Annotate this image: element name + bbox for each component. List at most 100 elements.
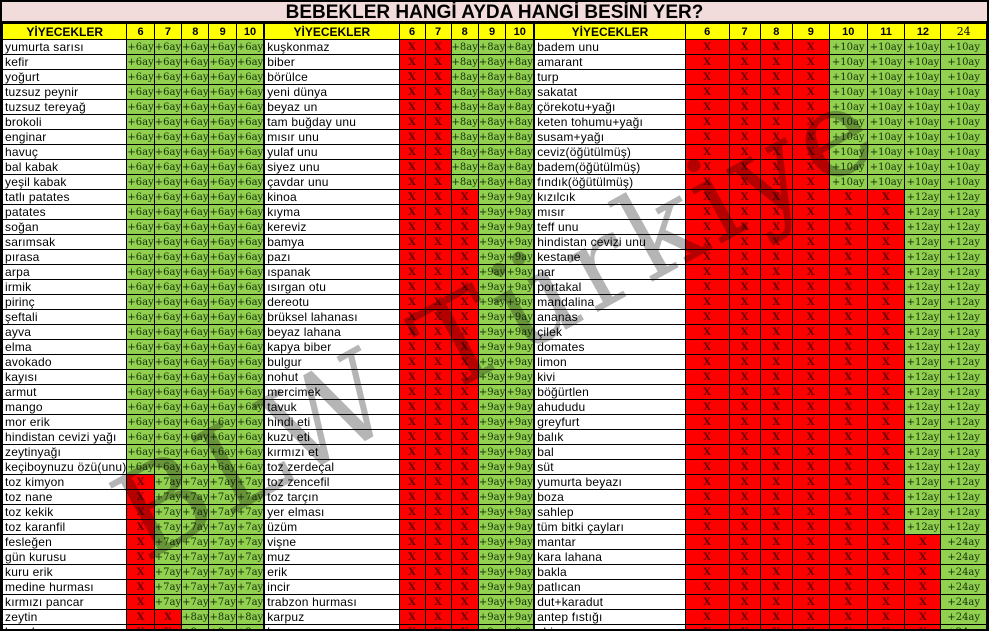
food-name-cell: sarımsak (2, 234, 128, 250)
month-value-cell: +9ay (505, 474, 535, 490)
month-value-cell: +12ay (904, 489, 942, 505)
month-value-cell: X (450, 309, 479, 325)
month-value-cell: +12ay (940, 369, 987, 385)
month-value-cell: X (424, 39, 452, 55)
column-header-month-9: 9 (791, 23, 830, 40)
table-row: arpa +6ay +6ay +6ay +6ay +6ay (2, 264, 265, 280)
month-value-cell: +9ay (505, 204, 535, 220)
month-value-cell: +6ay (153, 249, 183, 265)
month-value-cell: X (728, 414, 761, 430)
month-value-cell: X (728, 459, 761, 475)
month-value-cell: X (866, 534, 906, 550)
month-value-cell: X (759, 384, 793, 400)
month-value-cell: +12ay (940, 519, 987, 535)
month-value-cell: +8ay (450, 129, 479, 145)
month-value-cell: +6ay (208, 144, 237, 160)
month-value-cell: X (684, 264, 730, 280)
month-value-cell: +6ay (235, 414, 265, 430)
food-name-cell: toz karanfil (2, 519, 128, 535)
month-value-cell: +6ay (181, 249, 210, 265)
month-value-cell: +6ay (126, 294, 155, 310)
month-value-cell: +9ay (505, 549, 535, 565)
month-value-cell: +12ay (940, 474, 987, 490)
month-value-cell: +6ay (153, 429, 183, 445)
month-value-cell: X (759, 474, 793, 490)
food-name-cell: nohut (264, 369, 400, 385)
month-value-cell: X (398, 264, 426, 280)
month-value-cell: X (424, 189, 452, 205)
month-value-cell: +9ay (477, 534, 507, 550)
month-value-cell: +12ay (904, 504, 942, 520)
month-value-cell: X (424, 159, 452, 175)
month-value-cell: +6ay (235, 279, 265, 295)
month-value-cell: +9ay (477, 459, 507, 475)
month-value-cell: +6ay (235, 384, 265, 400)
month-value-cell: +7ay (208, 549, 237, 565)
food-name-cell: toz tarçın (264, 489, 400, 505)
month-value-cell: +9ay (477, 219, 507, 235)
month-value-cell: X (728, 39, 761, 55)
month-value-cell: X (791, 324, 830, 340)
month-value-cell: +12ay (904, 324, 942, 340)
food-name-cell: arpa (2, 264, 128, 280)
month-value-cell: X (759, 549, 793, 565)
month-value-cell: X (828, 504, 868, 520)
month-value-cell: X (728, 534, 761, 550)
table-row: kayısı +6ay +6ay +6ay +6ay +6ay (2, 369, 265, 385)
table-row: çavdar unu X X +8ay +8ay +8ay (264, 174, 535, 190)
month-value-cell: +12ay (904, 309, 942, 325)
table-row: kuşkonmaz X X +8ay +8ay +8ay (264, 39, 535, 55)
month-value-cell: X (728, 624, 761, 629)
month-value-cell: +6ay (181, 69, 210, 85)
month-value-cell: X (791, 204, 830, 220)
month-value-cell: X (866, 384, 906, 400)
column-header-month-6: 6 (684, 23, 730, 40)
table-row: havuç +6ay +6ay +6ay +6ay +6ay (2, 144, 265, 160)
month-value-cell: +6ay (181, 129, 210, 145)
month-value-cell: +7ay (153, 489, 183, 505)
month-value-cell: X (904, 579, 942, 595)
table-row: fındık(öğütülmüş) X X X X +10ay +10ay +10ay +10a… (534, 174, 987, 190)
month-value-cell: +6ay (208, 309, 237, 325)
month-value-cell: +8ay (505, 69, 535, 85)
month-value-cell: +10ay (904, 39, 942, 55)
month-value-cell: X (450, 354, 479, 370)
month-value-cell: X (398, 159, 426, 175)
month-value-cell: X (828, 249, 868, 265)
table-row: keten tohumu+yağı X X X X +10ay +10ay +10ay +10a… (534, 114, 987, 130)
food-name-cell: siyez unu (264, 159, 400, 175)
food-name-cell: toz kimyon (2, 474, 128, 490)
month-value-cell: X (759, 624, 793, 629)
table-row: mor erik +6ay +6ay +6ay +6ay +6ay (2, 414, 265, 430)
month-value-cell: X (450, 339, 479, 355)
food-name-cell: sahlep (534, 504, 686, 520)
month-value-cell: +7ay (208, 594, 237, 610)
column-header-month-6: 6 (126, 23, 155, 40)
month-value-cell: X (828, 549, 868, 565)
month-value-cell: X (684, 609, 730, 625)
table-row: kuru erik X +7ay +7ay +7ay +7ay (2, 564, 265, 580)
month-value-cell: X (759, 429, 793, 445)
month-value-cell: +6ay (126, 144, 155, 160)
month-value-cell: +6ay (181, 99, 210, 115)
month-value-cell: +9ay (477, 204, 507, 220)
month-value-cell: +8ay (477, 69, 507, 85)
month-value-cell: +9ay (477, 444, 507, 460)
food-name-cell: yoğurt (2, 69, 128, 85)
month-value-cell: +10ay (904, 114, 942, 130)
month-value-cell: X (398, 489, 426, 505)
month-value-cell: +9ay (505, 489, 535, 505)
month-value-cell: +6ay (181, 264, 210, 280)
month-value-cell: +6ay (235, 444, 265, 460)
month-value-cell: X (866, 624, 906, 629)
month-value-cell: +6ay (126, 354, 155, 370)
month-value-cell: +9ay (505, 444, 535, 460)
month-value-cell: +12ay (940, 504, 987, 520)
month-value-cell: X (866, 279, 906, 295)
month-value-cell: X (791, 384, 830, 400)
month-value-cell: X (126, 564, 155, 580)
month-value-cell: X (424, 219, 452, 235)
table-row: yulaf unu X X +8ay +8ay +8ay (264, 144, 535, 160)
month-value-cell: +12ay (904, 189, 942, 205)
month-value-cell: +6ay (126, 99, 155, 115)
